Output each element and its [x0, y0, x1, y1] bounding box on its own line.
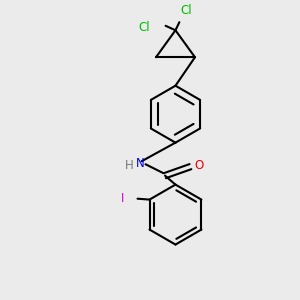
- Text: I: I: [121, 192, 124, 205]
- Text: Cl: Cl: [180, 4, 192, 17]
- Text: H: H: [125, 159, 134, 172]
- Text: O: O: [194, 159, 203, 172]
- Text: Cl: Cl: [138, 21, 150, 34]
- Text: N: N: [136, 157, 145, 170]
